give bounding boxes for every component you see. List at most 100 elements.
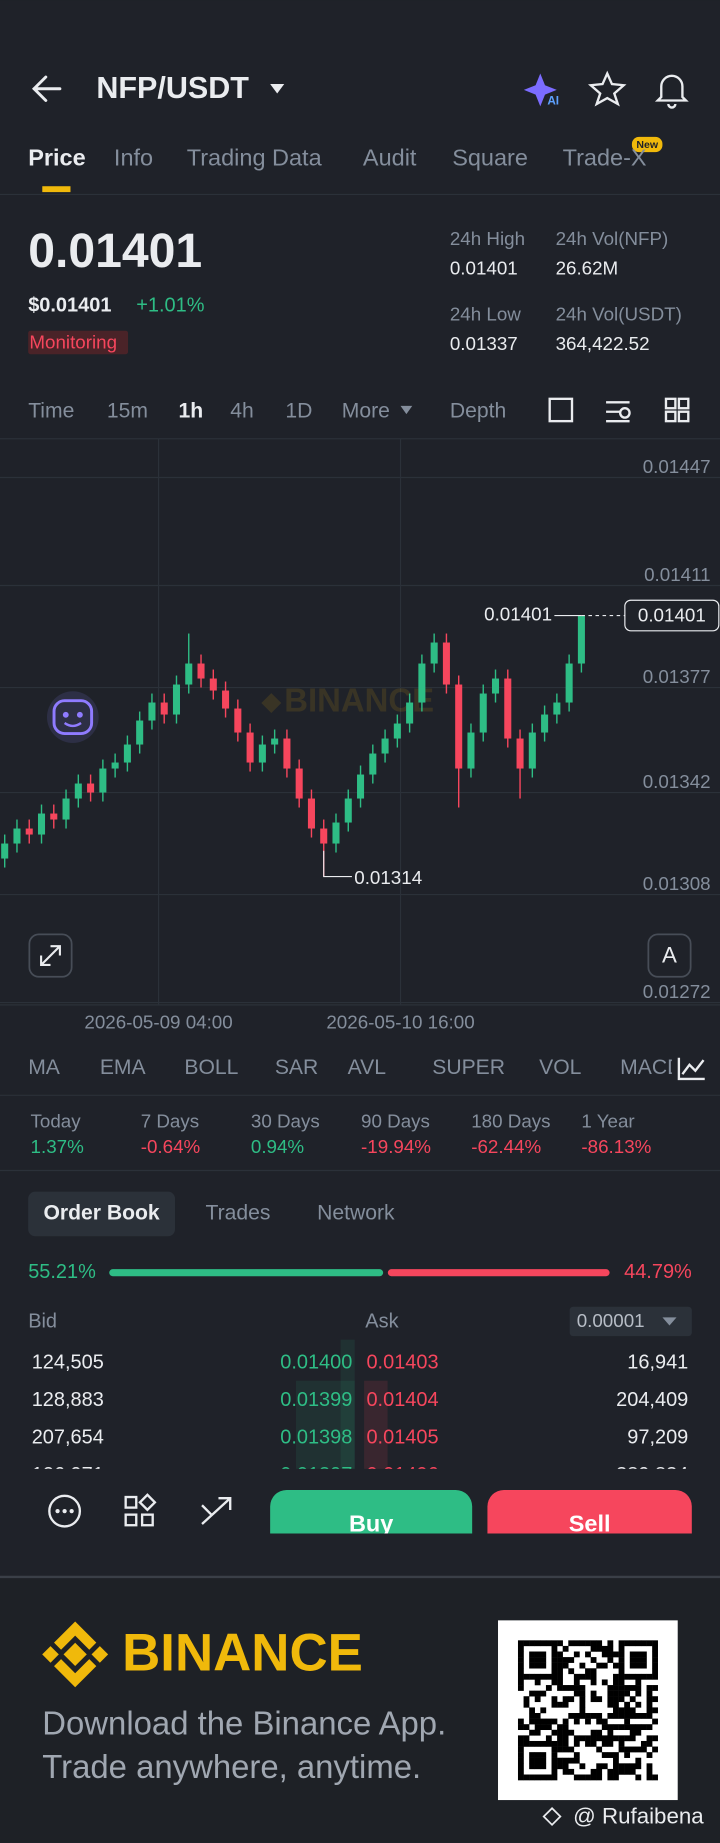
y-tick-label: 0.01411 xyxy=(644,564,711,585)
qr-module xyxy=(624,1718,631,1725)
tab[interactable]: Square xyxy=(452,144,528,170)
more-button[interactable] xyxy=(48,1494,82,1528)
back-button[interactable] xyxy=(31,75,62,102)
interval-tab[interactable]: 4h xyxy=(230,399,254,422)
trade-button[interactable] xyxy=(201,1497,232,1525)
performance-label: 180 Days xyxy=(471,1110,550,1131)
indicator-tab[interactable]: EMA xyxy=(100,1056,147,1079)
qr-module xyxy=(607,1685,614,1691)
qr-module xyxy=(646,1735,653,1742)
favorite-button[interactable] xyxy=(587,70,627,107)
pair-dropdown[interactable] xyxy=(270,84,285,94)
tool-icon[interactable] xyxy=(606,401,630,423)
assistant-icon[interactable] xyxy=(46,691,99,743)
pair-title[interactable]: NFP/USDT xyxy=(96,71,249,105)
qr-module xyxy=(579,1701,586,1708)
bid-quantity: 126,971 xyxy=(32,1464,104,1486)
tool-icon[interactable] xyxy=(677,397,690,410)
indicator-tab[interactable]: BOLL xyxy=(184,1056,238,1079)
tab[interactable]: Price xyxy=(28,144,85,170)
tab[interactable]: Audit xyxy=(363,144,417,170)
qr-module xyxy=(640,1673,647,1680)
qr-module xyxy=(551,1640,558,1647)
precision-bg[interactable] xyxy=(569,1306,692,1337)
candle-body xyxy=(62,798,70,820)
tab[interactable]: Trading Data xyxy=(187,144,323,170)
ask-quantity: 204,409 xyxy=(616,1389,688,1411)
indicator-tab[interactable]: AVL xyxy=(348,1056,387,1079)
qr-module xyxy=(613,1713,619,1719)
candle-body xyxy=(442,642,450,685)
candle-body xyxy=(455,684,463,769)
qr-module xyxy=(601,1662,608,1669)
qr-module xyxy=(607,1640,614,1647)
performance-value: 1.37% xyxy=(31,1136,85,1157)
qr-module xyxy=(646,1696,653,1703)
indicator-tab[interactable]: VOL xyxy=(539,1056,582,1079)
qr-module xyxy=(579,1685,586,1691)
indicator-settings[interactable] xyxy=(677,1057,705,1081)
qr-module xyxy=(551,1696,558,1703)
qr-module xyxy=(579,1707,586,1714)
qr-module xyxy=(652,1662,658,1669)
qr-module xyxy=(534,1724,541,1731)
qr-module xyxy=(652,1645,658,1652)
qr-module xyxy=(517,1673,524,1680)
tool-icon[interactable] xyxy=(664,397,677,410)
sell-button[interactable] xyxy=(487,1489,692,1560)
interval-tab[interactable]: More xyxy=(342,399,390,422)
qr-module xyxy=(529,1757,535,1764)
tool-icon[interactable] xyxy=(677,410,690,423)
tool-icon[interactable] xyxy=(548,397,574,423)
high-marker: 0.01401 xyxy=(484,603,552,624)
interval-tab[interactable]: 15m xyxy=(107,399,148,422)
interval-tab[interactable]: Depth xyxy=(450,399,506,422)
orderbook-tab[interactable]: Order Book xyxy=(43,1202,159,1225)
candle-body xyxy=(479,693,487,733)
tab[interactable]: Trade-X xyxy=(563,144,647,170)
more-dropdown[interactable] xyxy=(400,405,413,415)
qr-module xyxy=(557,1679,563,1686)
interval-tab[interactable]: 1D xyxy=(285,399,312,422)
qr-module xyxy=(540,1774,547,1781)
scale-button-label[interactable]: A xyxy=(662,943,677,968)
ask-quantity: 16,941 xyxy=(627,1351,688,1373)
qr-module xyxy=(629,1673,636,1680)
indicator-tab[interactable]: SAR xyxy=(275,1056,318,1079)
buy-label[interactable]: Buy xyxy=(349,1510,393,1536)
indicator-tab[interactable]: MA xyxy=(28,1056,61,1079)
fullscreen-button[interactable] xyxy=(28,933,73,978)
bid-header: Bid xyxy=(28,1310,57,1332)
orderbook-tab[interactable]: Trades xyxy=(206,1202,271,1225)
qr-module xyxy=(517,1651,524,1658)
precision-dropdown[interactable] xyxy=(662,1317,677,1326)
performance-label: 30 Days xyxy=(251,1110,320,1131)
alert-button[interactable] xyxy=(654,74,689,109)
interval-tab[interactable]: Time xyxy=(28,399,74,422)
ask-quantity: 97,209 xyxy=(627,1427,688,1449)
scale-button[interactable] xyxy=(647,933,692,978)
qr-module xyxy=(618,1685,625,1691)
indicator-tab[interactable]: MACD xyxy=(620,1056,682,1079)
tool-icon[interactable] xyxy=(664,410,677,423)
indicator-tab[interactable]: SUPER xyxy=(432,1056,505,1079)
ai-icon[interactable] xyxy=(523,73,557,107)
qr-module xyxy=(635,1774,642,1781)
qr-module xyxy=(562,1724,569,1731)
precision[interactable]: 0.00001 xyxy=(577,1310,645,1331)
candle-body xyxy=(320,828,328,844)
last-price-box xyxy=(624,599,720,632)
sell-label[interactable]: Sell xyxy=(569,1510,611,1536)
orderbook-tab[interactable]: Network xyxy=(317,1202,395,1225)
buy-button[interactable] xyxy=(270,1489,473,1560)
apps-button[interactable] xyxy=(124,1493,157,1527)
qr-module xyxy=(562,1718,569,1725)
tab[interactable]: Info xyxy=(114,144,153,170)
interval-tab[interactable]: 1h xyxy=(179,399,204,422)
qr-module xyxy=(629,1746,636,1753)
qr-module xyxy=(534,1774,541,1781)
qr-module xyxy=(568,1657,575,1663)
qr-module xyxy=(551,1651,558,1658)
tool-icon[interactable] xyxy=(618,407,631,419)
